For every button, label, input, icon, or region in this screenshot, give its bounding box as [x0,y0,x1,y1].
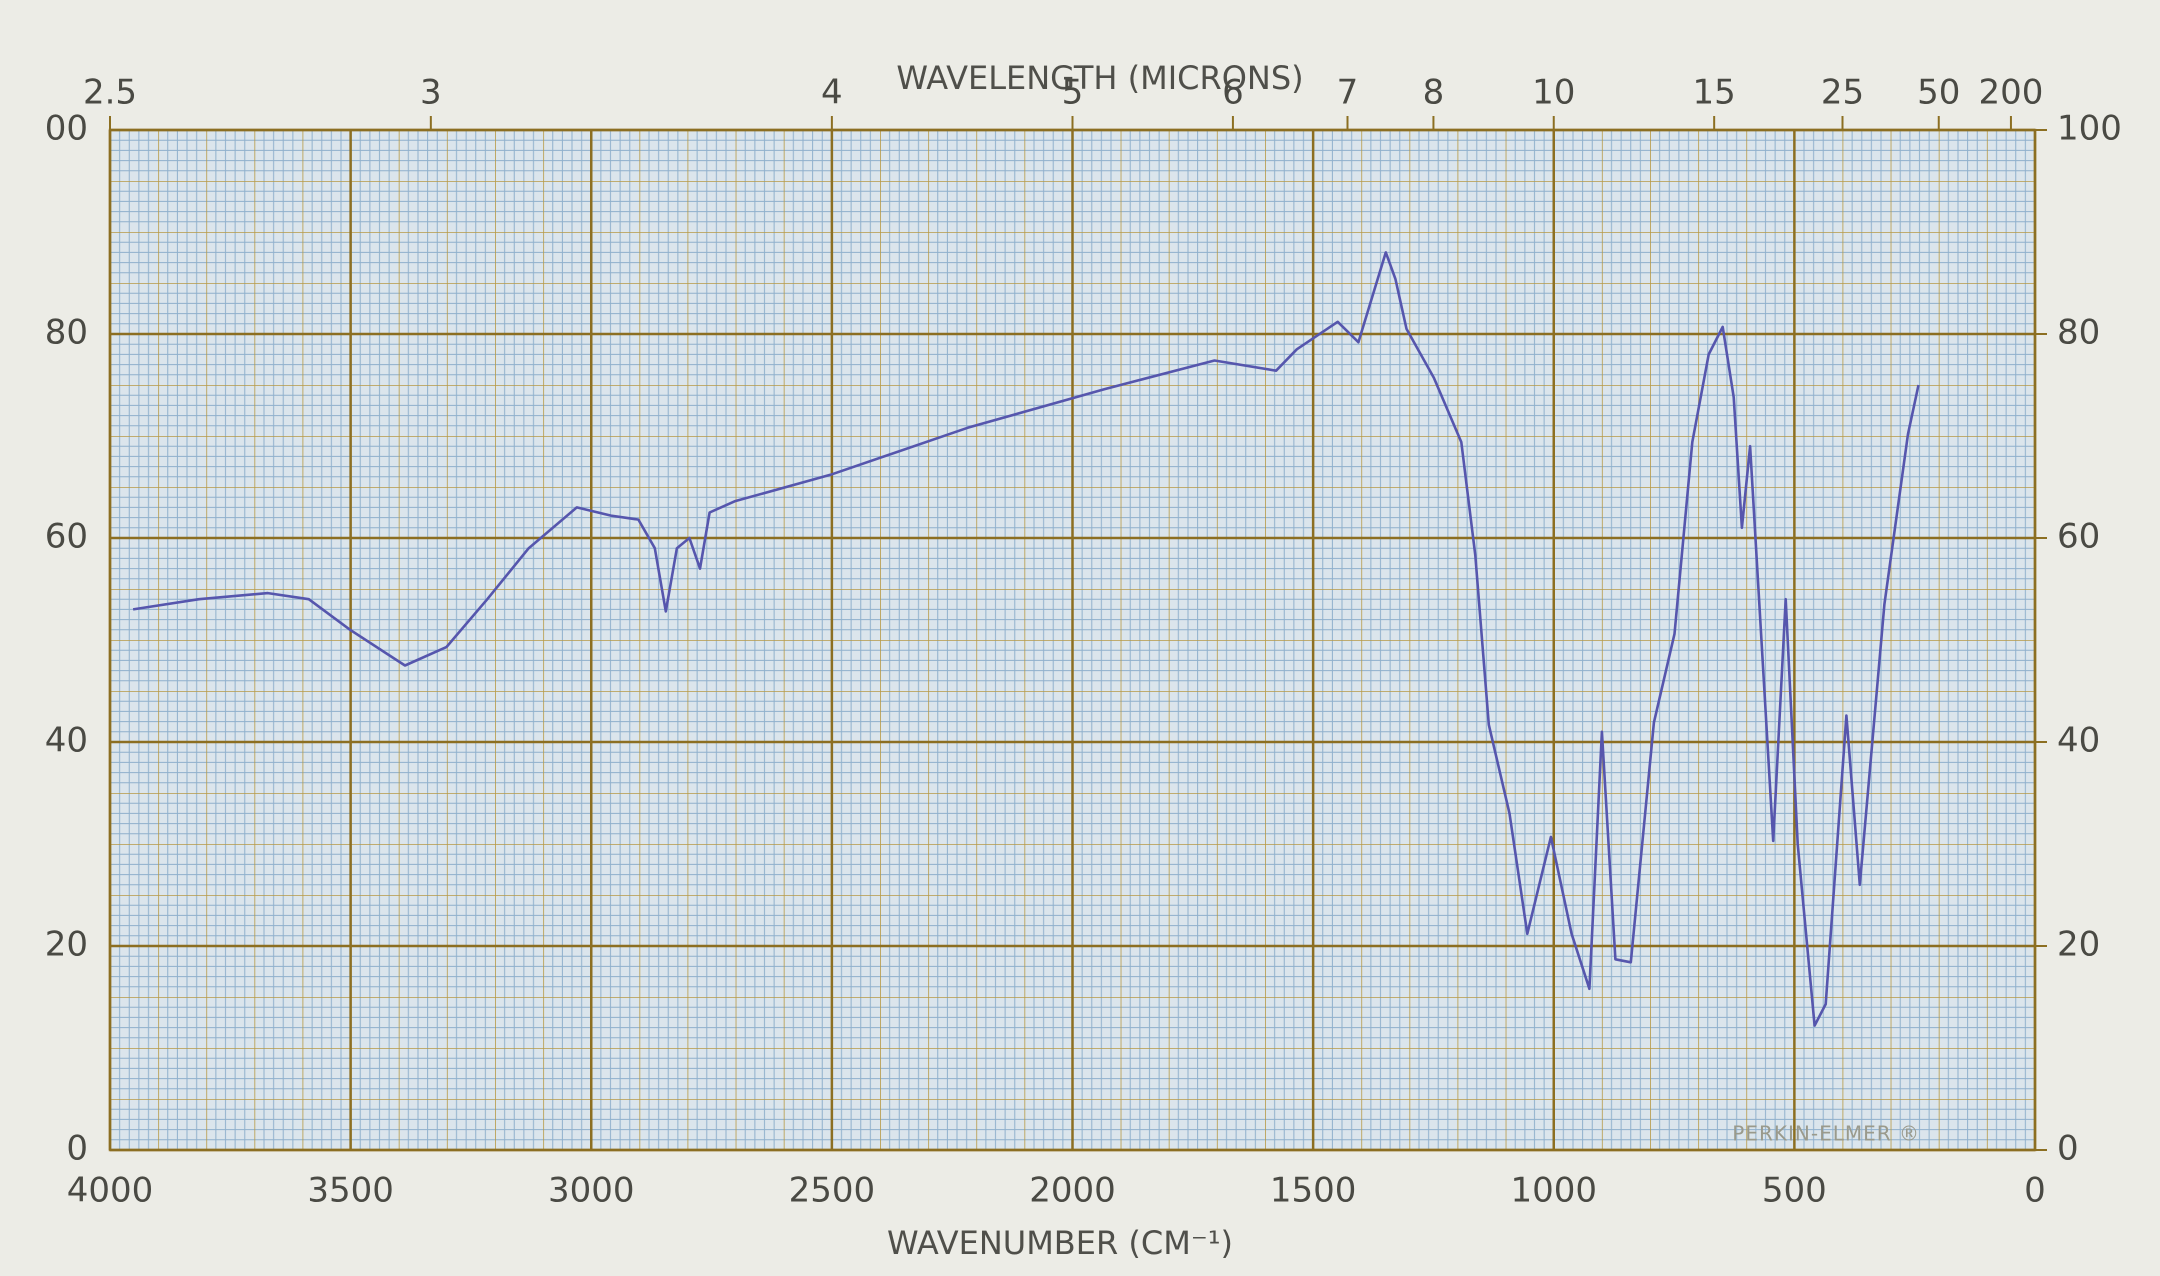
x-tick-label: 4000 [67,1171,154,1211]
y2-tick-label: 60 [2057,517,2100,557]
x-tick-label: 1500 [1270,1171,1357,1211]
x2-tick-label: 25 [1821,73,1864,113]
y-tick-label: 80 [45,313,88,353]
y2-tick-label: 20 [2057,925,2100,965]
x2-tick-label: 6 [1222,73,1244,113]
x-tick-label: 2000 [1029,1171,1116,1211]
x-axis-title: WAVENUMBER (CM⁻¹) [887,1224,1233,1262]
y-tick-label: 20 [45,925,88,965]
x2-tick-label: 8 [1423,73,1445,113]
x2-tick-label: 5 [1062,73,1084,113]
spectrum-line [132,251,1920,1027]
x2-tick-label: 4 [821,73,843,113]
x2-tick-label: 2.5 [83,73,137,113]
y-tick-label: 40 [45,721,88,761]
x-tick-label: 3500 [307,1171,394,1211]
x2-tick-label: 7 [1337,73,1359,113]
x-tick-label: 3000 [548,1171,635,1211]
x-tick-label: 1000 [1510,1171,1597,1211]
x2-tick-label: 10 [1532,73,1575,113]
x2-tick-label: 3 [420,73,442,113]
x-tick-label: 500 [1762,1171,1827,1211]
y-tick-label: 00 [45,109,88,149]
x2-tick-label: 50 [1917,73,1960,113]
y-tick-label: 60 [45,517,88,557]
x2-tick-label: 15 [1693,73,1736,113]
brand-annotation: PERKIN-ELMER ® [1732,1122,1920,1146]
x2-tick-label: 200 [1978,73,2043,113]
x-tick-label: 2500 [789,1171,876,1211]
y2-tick-label: 40 [2057,721,2100,761]
y2-tick-label: 0 [2057,1129,2079,1169]
y-tick-label: 0 [66,1129,88,1169]
x2-axis-title: WAVELENGTH (MICRONS) [896,59,1303,97]
x-tick-label: 0 [2024,1171,2046,1211]
y2-tick-label: 100 [2057,109,2122,149]
y2-tick-label: 80 [2057,313,2100,353]
